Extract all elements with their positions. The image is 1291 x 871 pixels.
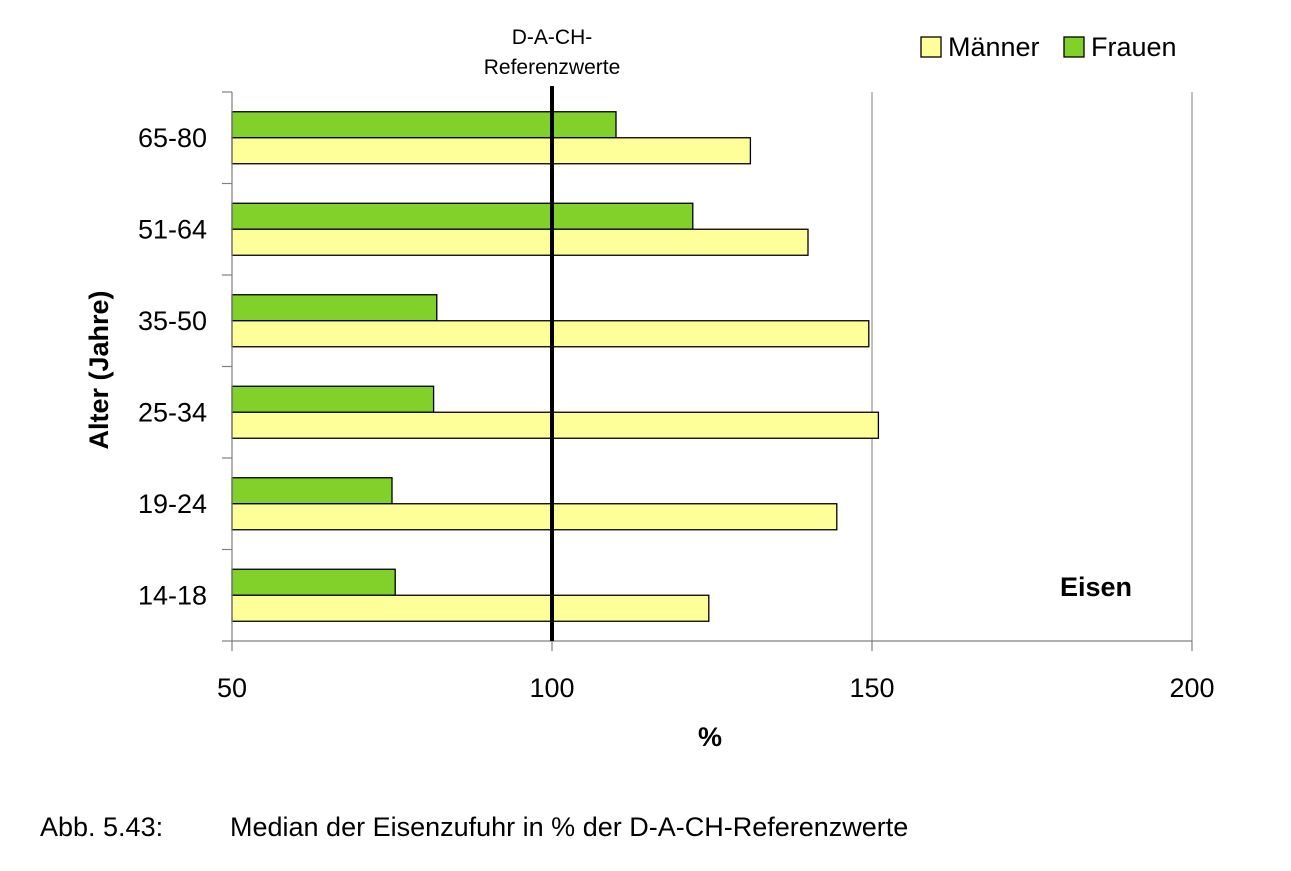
chart-annotation: Eisen <box>1060 572 1132 602</box>
y-tick-label: 51-64 <box>138 214 207 244</box>
bar-maenner-19-24 <box>231 503 838 531</box>
y-tick-label: 14-18 <box>138 580 207 610</box>
chart: 65-80 51-64 35-50 25-34 19-24 14-18 50 100 150 20… <box>84 26 1215 752</box>
reference-line-label: Referenzwerte <box>484 56 621 79</box>
x-tick-label: 150 <box>849 673 894 703</box>
figure-caption: Abb. 5.43: Median der Eisenzufuhr in % de… <box>40 812 908 843</box>
bar-frauen-19-24 <box>231 477 393 505</box>
bar-maenner-14-18 <box>231 594 710 622</box>
legend: Männer Frauen <box>920 32 1177 62</box>
y-tick-label: 19-24 <box>138 489 207 519</box>
x-tick-label: 100 <box>529 673 574 703</box>
legend-swatch <box>1063 36 1085 58</box>
reference-line-label: D-A-CH- <box>512 26 592 49</box>
bar-frauen-35-50 <box>231 294 438 322</box>
bar-frauen-25-34 <box>231 385 435 413</box>
legend-label: Frauen <box>1091 32 1177 62</box>
y-tick-label: 35-50 <box>138 306 207 336</box>
bars <box>231 111 880 622</box>
bar-maenner-51-64 <box>231 228 809 256</box>
bar-maenner-65-80 <box>231 137 752 165</box>
caption-text: Median der Eisenzufuhr in % der D-A-CH-R… <box>230 812 909 842</box>
bar-frauen-65-80 <box>231 111 617 139</box>
y-axis-title: Alter (Jahre) <box>84 290 114 449</box>
caption-number: Abb. 5.43: <box>40 812 164 842</box>
y-tick-label: 25-34 <box>138 397 207 427</box>
x-axis-title: % <box>698 722 722 752</box>
legend-swatch <box>920 36 942 58</box>
bar-maenner-25-34 <box>231 411 880 439</box>
axis-ticks: 65-80 51-64 35-50 25-34 19-24 14-18 50 100 150 20… <box>138 91 1215 703</box>
x-tick-label: 50 <box>217 673 247 703</box>
bar-frauen-51-64 <box>231 202 694 230</box>
x-tick-label: 200 <box>1169 673 1214 703</box>
y-tick-label: 65-80 <box>138 123 207 153</box>
legend-label: Männer <box>948 32 1040 62</box>
grid-lines <box>871 92 1193 641</box>
bar-frauen-14-18 <box>231 568 396 596</box>
